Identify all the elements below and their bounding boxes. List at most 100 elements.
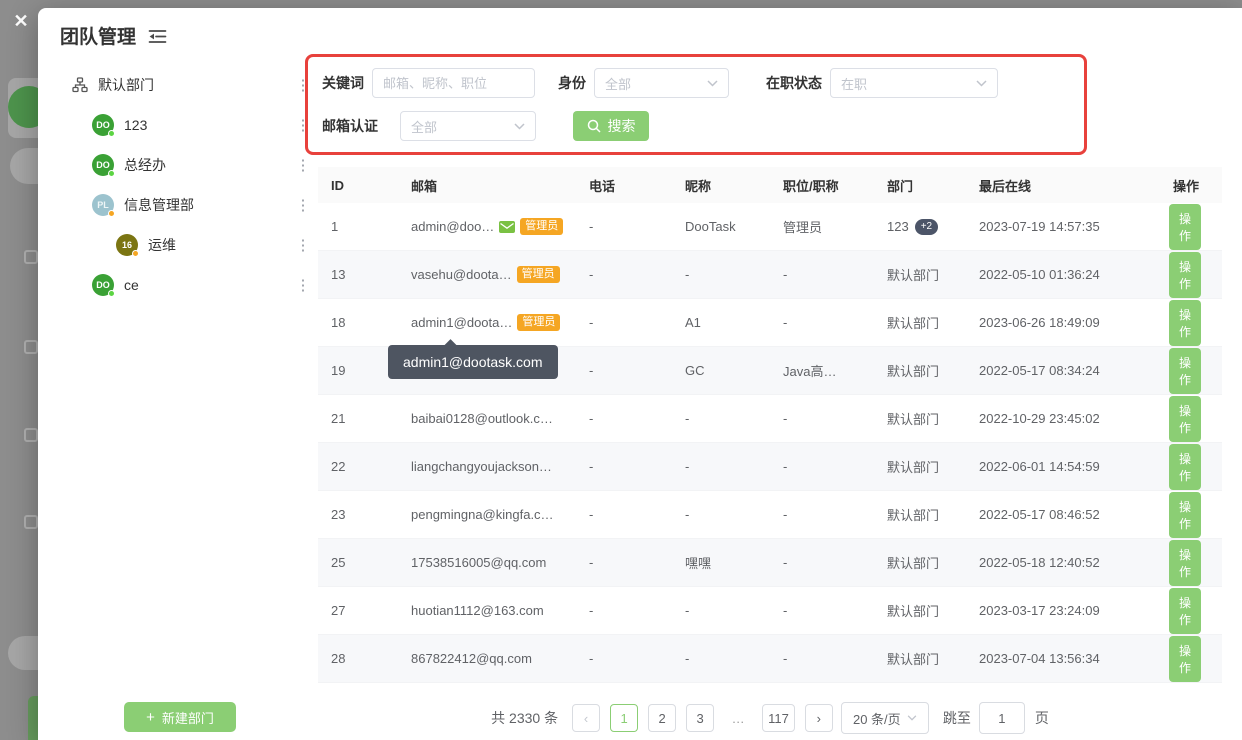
cell-last-online: 2023-03-17 23:24:09 (979, 603, 1100, 618)
row-action-button[interactable]: 操作 (1169, 347, 1202, 394)
status-value: 在职 (841, 76, 868, 92)
table-row[interactable]: 21 baibai0128@outlook.c… - - - 默认部门 2022… (318, 395, 1222, 443)
page-button[interactable]: 117 (762, 704, 795, 732)
cell-job-title: - (783, 507, 788, 522)
cell-last-online: 2022-06-01 14:54:59 (979, 459, 1100, 474)
more-options-icon[interactable]: ⋮ (295, 236, 311, 254)
cell-nickname: - (685, 603, 690, 618)
department-text: 默认部门 (887, 652, 940, 667)
department-avatar: DO (92, 274, 115, 297)
row-action-button[interactable]: 操作 (1169, 587, 1202, 634)
search-icon (587, 119, 601, 133)
more-options-icon[interactable]: ⋮ (295, 156, 311, 174)
status-dot (108, 290, 115, 297)
department-text: 默认部门 (887, 412, 940, 427)
row-action-button[interactable]: 操作 (1169, 635, 1202, 682)
table-row[interactable]: 22 liangchangyoujackson… - - - 默认部门 2022… (318, 443, 1222, 491)
cell-nickname: GC (685, 363, 705, 378)
table-row[interactable]: 1 admin@doo… 管理员 - DooTask 管理员 123 +2 20… (318, 203, 1222, 251)
add-department-button[interactable]: + 新建部门 (124, 702, 236, 732)
cell-phone: - (589, 651, 594, 666)
jump-page-input[interactable] (978, 702, 1025, 734)
table-row[interactable]: 28 867822412@qq.com - - - 默认部门 2023-07-0… (318, 635, 1222, 683)
row-action-button[interactable]: 操作 (1169, 539, 1202, 586)
cell-action: 操作 (1169, 347, 1224, 394)
row-action-button[interactable]: 操作 (1169, 251, 1202, 298)
cell-email: admin@doo… 管理员 (411, 218, 589, 235)
next-page-button[interactable]: › (804, 704, 833, 732)
cell-id: 19 (331, 363, 346, 378)
table-row[interactable]: 13 vasehu@doota… 管理员 - - - 默认部门 2022-05-… (318, 251, 1222, 299)
department-avatar: 16 (116, 234, 139, 257)
row-action-button[interactable]: 操作 (1169, 395, 1202, 442)
column-header: ID (331, 177, 344, 193)
identity-select[interactable]: 全部 (594, 68, 729, 98)
chevron-down-icon (976, 79, 987, 87)
table-row[interactable]: 23 pengmingna@kingfa.c… - - - 默认部门 2022-… (318, 491, 1222, 539)
keyword-input[interactable] (372, 68, 535, 98)
cell-email: huotian1112@163.com (411, 603, 589, 618)
sidebar-item-label: 默认部门 (98, 77, 154, 93)
cell-id: 1 (331, 219, 339, 234)
table-row[interactable]: 27 huotian1112@163.com - - - 默认部门 2023-0… (318, 587, 1222, 635)
menu-fold-icon[interactable] (148, 29, 167, 44)
cell-phone: - (589, 459, 594, 474)
page-size-select[interactable]: 20 条/页 (840, 702, 929, 734)
sidebar-department-item[interactable]: DO 123 ⋮ (60, 110, 312, 140)
email-text: admin1@doota… (411, 315, 513, 330)
email-tooltip: admin1@dootask.com (388, 345, 558, 379)
sidebar-department-item[interactable]: PL 信息管理部 ⋮ (60, 190, 312, 220)
status-select[interactable]: 在职 (830, 68, 998, 98)
row-action-button[interactable]: 操作 (1169, 491, 1202, 538)
department-text: 默认部门 (887, 508, 940, 523)
department-text: 默认部门 (887, 604, 940, 619)
page-button[interactable]: 3 (686, 704, 715, 732)
cell-last-online: 2023-07-19 14:57:35 (979, 219, 1100, 234)
table-row[interactable]: 18 admin1@doota… 管理员 - A1 - 默认部门 2023-06… (318, 299, 1222, 347)
cell-job-title: - (783, 315, 788, 330)
row-action-button[interactable]: 操作 (1169, 299, 1202, 346)
cell-department: 123 +2 (887, 218, 979, 235)
cell-email: vasehu@doota… 管理员 (411, 266, 589, 283)
row-action-button[interactable]: 操作 (1169, 443, 1202, 490)
cell-job-title: 管理员 (783, 220, 823, 235)
sidebar-department-item[interactable]: DO 总经办 ⋮ (60, 150, 312, 180)
mail-verified-icon (499, 220, 516, 233)
more-options-icon[interactable]: ⋮ (295, 276, 311, 294)
cell-phone: - (589, 267, 594, 282)
sidebar-department-item[interactable]: 16 运维 ⋮ (60, 230, 312, 260)
department-label: 信息管理部 (124, 197, 194, 213)
cell-job-title: Java高… (783, 364, 837, 379)
table-row[interactable]: 25 17538516005@qq.com - 嘿嘿 - 默认部门 2022-0… (318, 539, 1222, 587)
keyword-label: 关键词 (322, 75, 364, 91)
page-button[interactable]: 1 (610, 704, 639, 732)
close-icon[interactable]: ✕ (9, 9, 33, 33)
cell-phone: - (589, 315, 594, 330)
cell-department: 默认部门 (887, 361, 979, 380)
cell-department: 默认部门 (887, 553, 979, 572)
prev-page-button[interactable]: ‹ (572, 704, 601, 732)
cell-phone: - (589, 219, 594, 234)
cell-nickname: - (685, 459, 690, 474)
column-header: 部门 (887, 178, 914, 194)
row-action-button[interactable]: 操作 (1169, 203, 1202, 250)
cell-id: 18 (331, 315, 346, 330)
background-menu-icon (24, 428, 38, 442)
department-list: DO 123 ⋮ DO 总经办 ⋮ PL 信息管理部 ⋮ 16 运维 ⋮ DO … (60, 110, 312, 300)
cell-phone: - (589, 411, 594, 426)
department-text: 默认部门 (887, 268, 940, 283)
page-button[interactable]: 2 (648, 704, 677, 732)
search-button[interactable]: 搜索 (573, 111, 649, 141)
cell-email: pengmingna@kingfa.c… (411, 507, 589, 522)
cell-department: 默认部门 (887, 265, 979, 284)
sidebar-item-default-department[interactable]: 默认部门 ⋮ (60, 70, 312, 100)
email-verify-select[interactable]: 全部 (400, 111, 536, 141)
cell-phone: - (589, 555, 594, 570)
sidebar-department-item[interactable]: DO ce ⋮ (60, 270, 312, 300)
cell-nickname: A1 (685, 315, 701, 330)
department-avatar: PL (92, 194, 115, 217)
more-options-icon[interactable]: ⋮ (295, 196, 311, 214)
cell-nickname: DooTask (685, 219, 736, 234)
jump-label: 跳至 (942, 710, 971, 726)
department-extra-badge: +2 (914, 218, 939, 235)
